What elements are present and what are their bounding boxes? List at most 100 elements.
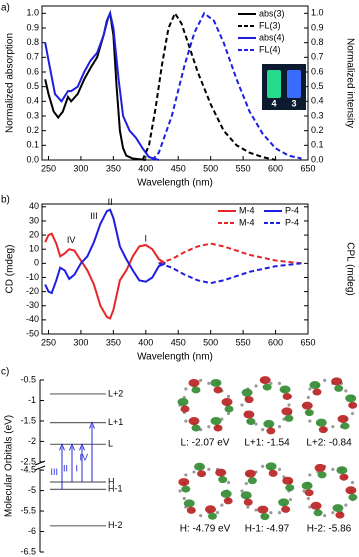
lobe (224, 405, 234, 413)
y2-tick-label: 1.0 (311, 8, 324, 18)
y-tick-label: 0.0 (26, 154, 39, 164)
atom (350, 480, 355, 485)
atom (254, 422, 258, 426)
x-tick-label: 400 (138, 163, 153, 173)
lobe (278, 498, 290, 507)
series-line (158, 242, 302, 265)
y2-tick-label: 0.2 (311, 125, 324, 135)
y-tick-label: 0.9 (26, 22, 39, 32)
atom (184, 473, 188, 477)
lobe (244, 396, 254, 404)
transition-arrow (79, 442, 85, 482)
series-line (44, 10, 160, 161)
x-tick-label: 350 (106, 337, 121, 347)
orbital-image (301, 463, 358, 519)
lobe (218, 476, 228, 484)
lobe (213, 424, 223, 432)
atom (240, 403, 244, 407)
transition-label: II (63, 464, 68, 474)
orbital-caption: L: -2.07 eV (181, 438, 230, 449)
lobe (215, 468, 227, 477)
annotation: II (108, 197, 113, 207)
orbital-image (240, 376, 294, 435)
y-tick-label: 0.7 (26, 52, 39, 62)
y-tick-label: 10 (29, 244, 39, 254)
atom (288, 497, 293, 502)
lobe (332, 504, 344, 513)
x-tick-label: 500 (203, 337, 218, 347)
lobe (241, 388, 253, 397)
atom (246, 505, 250, 509)
atom (306, 395, 310, 400)
lobe (260, 513, 270, 521)
panel-label: c) (1, 367, 9, 378)
x-tick-label: 450 (171, 337, 186, 347)
level-label: H-1 (108, 484, 123, 494)
atom (277, 467, 282, 471)
orbital-image (240, 462, 295, 521)
atom (178, 489, 182, 493)
y-tick-label: -10 (26, 272, 39, 282)
series-line (44, 208, 166, 295)
x-tick-label: 650 (300, 337, 315, 347)
y-tick-label: -40 (26, 314, 39, 324)
vial (267, 70, 281, 98)
y-tick-label: -50 (26, 328, 39, 338)
y2-tick-label: 0.5 (311, 81, 324, 91)
y2-tick-label: 0.8 (311, 37, 324, 47)
atom (277, 511, 282, 515)
atom (331, 425, 335, 429)
legend-label: P-4 (285, 217, 299, 227)
y-tick-label: -6.5 (20, 546, 36, 556)
orbital-image (178, 462, 233, 520)
lobe (345, 394, 357, 403)
lobe (337, 414, 349, 423)
atom (254, 508, 258, 512)
lobe (313, 509, 323, 517)
atom (344, 389, 348, 393)
lobe (315, 418, 327, 427)
series-line (158, 262, 302, 285)
atom (331, 511, 335, 515)
level-label: L (108, 439, 113, 449)
y-tick-label: 1.0 (26, 8, 39, 18)
lobe (265, 462, 277, 471)
y2-tick-label: 0.1 (311, 140, 324, 150)
lobe (282, 476, 294, 485)
panel-label: a) (1, 3, 10, 14)
y-tick-label: -4.5 (20, 464, 36, 474)
legend-label: FL(3) (259, 20, 281, 30)
lobe (301, 401, 313, 410)
annotation: III (90, 211, 98, 221)
lobe (301, 481, 313, 490)
inset-label: 3 (291, 98, 296, 108)
atom (323, 378, 327, 382)
y-tick-label: 20 (29, 229, 39, 239)
lobe (220, 489, 232, 498)
atom (184, 387, 188, 391)
lobe (309, 381, 321, 390)
lobe (279, 385, 291, 394)
lobe (348, 493, 358, 501)
axis-break-gap (35, 463, 45, 469)
lobe (247, 477, 257, 485)
y-tick-label: 0.8 (26, 37, 39, 47)
y2-axis-title: Normalized intensity (344, 38, 355, 128)
x-tick-label: 400 (138, 337, 153, 347)
atom (226, 480, 231, 485)
atom (240, 489, 244, 493)
series-line (44, 232, 166, 320)
lobe (246, 418, 256, 426)
x-tick-label: 450 (171, 163, 186, 173)
lobe (284, 414, 294, 422)
atom (350, 411, 355, 416)
atom (199, 378, 203, 382)
x-tick-label: 250 (41, 337, 56, 347)
lobe (348, 401, 358, 409)
transition-label: I (75, 464, 78, 474)
level-label: H (108, 476, 115, 486)
plot-frame (41, 203, 309, 335)
atom (207, 467, 211, 471)
atom (277, 381, 282, 385)
